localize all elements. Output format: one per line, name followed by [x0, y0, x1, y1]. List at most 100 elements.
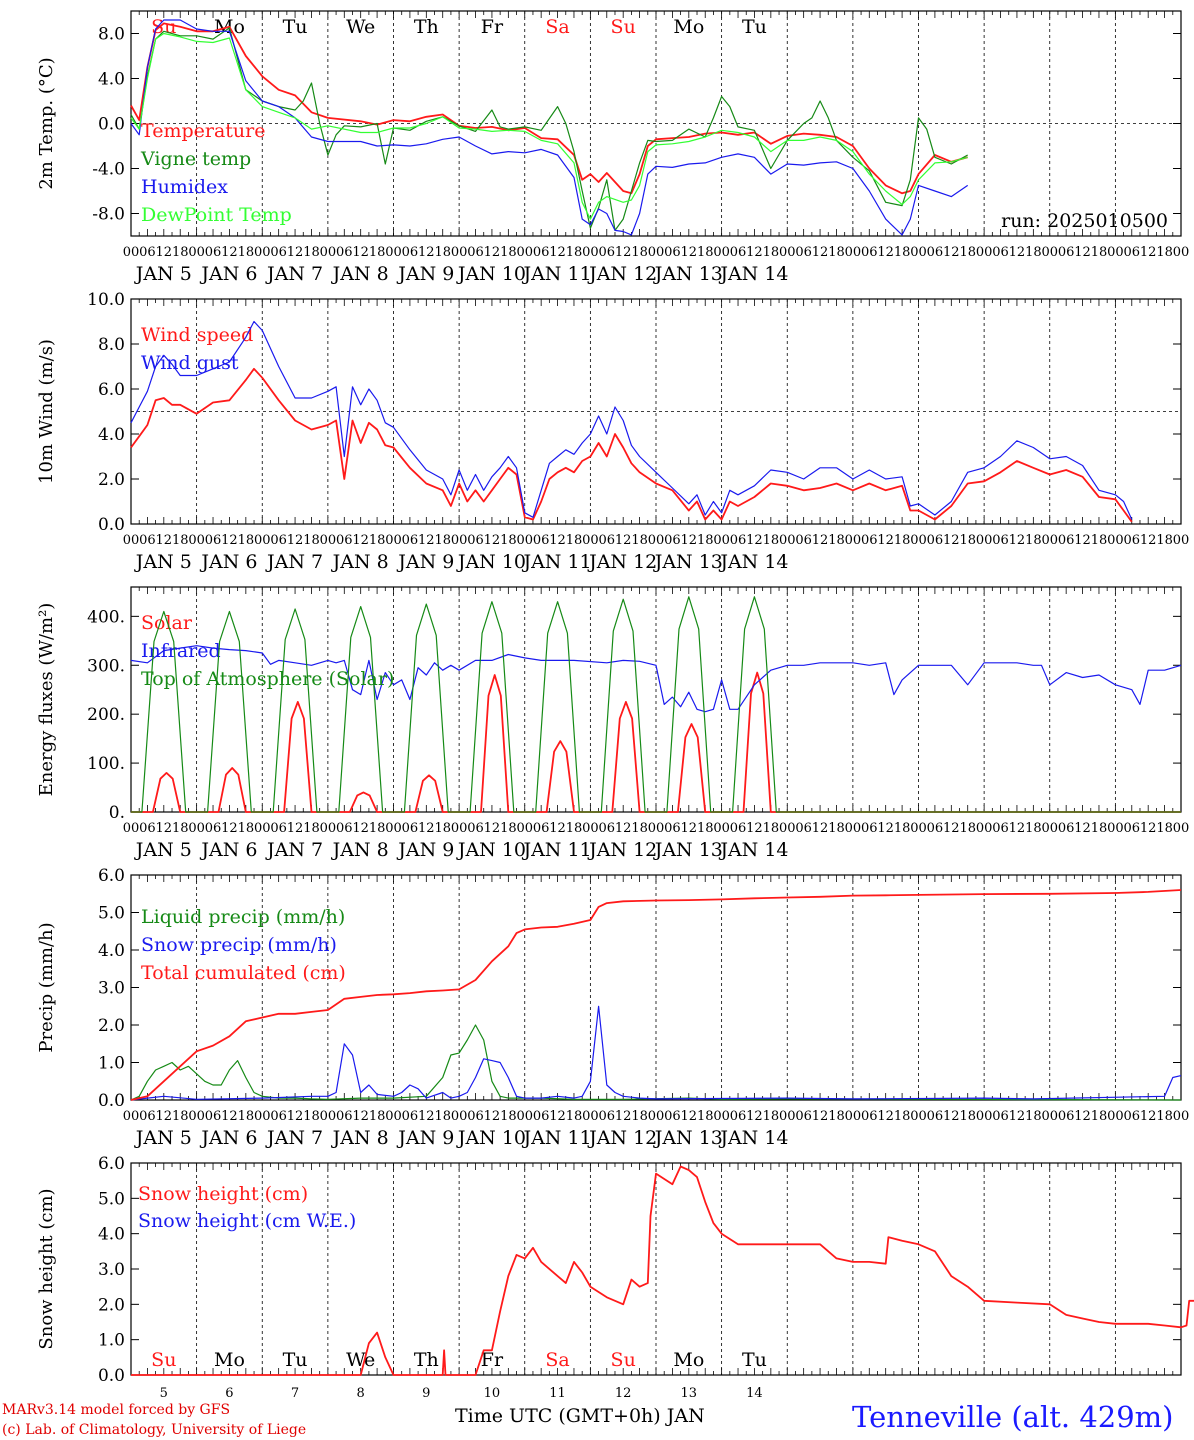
day-number-label: 6 [225, 1386, 233, 1401]
hour-tick-label: 06 [664, 821, 681, 836]
hour-tick-label: 06 [533, 821, 550, 836]
y-tick-label: 6.0 [98, 1154, 125, 1174]
hour-tick-label: 12 [812, 1109, 829, 1124]
hour-tick-label: 00 [779, 533, 796, 548]
hour-tick-label: 06 [927, 533, 944, 548]
hour-tick-label: 18 [500, 533, 517, 548]
hour-tick-label: 06 [1124, 245, 1141, 260]
hour-tick-label: 00 [320, 245, 337, 260]
hour-tick-label: 00 [320, 1109, 337, 1124]
hour-tick-label: 12 [287, 245, 304, 260]
hour-tick-label: 00 [1041, 1109, 1058, 1124]
hour-tick-label: 06 [599, 1109, 616, 1124]
day-name-label: Mo [214, 1349, 245, 1371]
hour-tick-label: 12 [1140, 245, 1157, 260]
y-tick-label: 0.0 [98, 515, 125, 535]
day-name-label: Th [414, 1349, 439, 1371]
date-label: JAN 11 [521, 263, 591, 285]
hour-tick-label: 12 [1140, 821, 1157, 836]
day-number-label: 12 [615, 1386, 632, 1401]
hour-tick-label: 00 [779, 1109, 796, 1124]
y-tick-label: 1.0 [98, 1054, 125, 1074]
hour-tick-label: 18 [959, 821, 976, 836]
hour-tick-label: 12 [352, 1109, 369, 1124]
series-line-blue [130, 645, 1182, 713]
hour-tick-label: 18 [1025, 821, 1042, 836]
hour-tick-label: 12 [615, 533, 632, 548]
hour-tick-label: 06 [139, 245, 156, 260]
date-label: JAN 10 [456, 263, 526, 285]
hour-tick-label: 12 [812, 821, 829, 836]
date-label: JAN 12 [587, 551, 657, 573]
hour-tick-label: 18 [959, 245, 976, 260]
date-label: JAN 12 [587, 1127, 657, 1149]
hour-tick-label: 18 [238, 533, 255, 548]
hour-tick-label: 18 [697, 1109, 714, 1124]
hour-tick-label: 00 [516, 1109, 533, 1124]
date-label: JAN 7 [265, 1127, 323, 1149]
hour-tick-label: 18 [631, 1109, 648, 1124]
hour-tick-label: 18 [631, 533, 648, 548]
y-tick-label: 200. [87, 705, 125, 725]
hour-tick-label: 12 [877, 1109, 894, 1124]
hour-tick-label: 12 [681, 245, 698, 260]
hour-tick-label: 18 [303, 533, 320, 548]
hour-tick-label: 18 [369, 1109, 386, 1124]
y-axis-label: Precip (mm/h) [36, 922, 57, 1052]
hour-tick-label: 06 [402, 245, 419, 260]
hour-tick-label: 00 [451, 533, 468, 548]
y-tick-label: 0.0 [98, 1091, 125, 1111]
hour-tick-label: 06 [336, 1109, 353, 1124]
hour-tick-label: 12 [418, 821, 435, 836]
date-label: JAN 5 [134, 263, 192, 285]
hour-tick-label: 00 [516, 821, 533, 836]
legend-label: Snow height (cm) [138, 1183, 308, 1205]
legend-label: Wind gust [141, 352, 239, 374]
hour-tick-label: 18 [894, 1109, 911, 1124]
date-label: JAN 8 [331, 263, 389, 285]
legend-label: Snow height (cm W.E.) [138, 1210, 356, 1232]
hour-tick-label: 00 [385, 1109, 402, 1124]
hour-tick-label: 18 [172, 533, 189, 548]
hour-tick-label: 12 [746, 1109, 763, 1124]
hour-tick-label: 00 [779, 821, 796, 836]
series-line-green [130, 27, 968, 231]
hour-tick-label: 06 [861, 245, 878, 260]
time-axis-label: Time UTC (GMT+0h) JAN [455, 1405, 705, 1427]
hour-tick-label: 18 [369, 533, 386, 548]
hour-tick-label: 06 [139, 821, 156, 836]
hour-tick-label: 18 [500, 245, 517, 260]
series-line-red [130, 367, 1133, 523]
hour-tick-label: 06 [336, 821, 353, 836]
y-tick-label: 5.0 [98, 904, 125, 924]
y-tick-label: 3.0 [98, 979, 125, 999]
hour-tick-label: 00 [582, 245, 599, 260]
run-annotation: run: 2025010500 [1001, 210, 1168, 232]
date-label: JAN 12 [587, 263, 657, 285]
hour-tick-label: 18 [828, 245, 845, 260]
y-tick-label: 5.0 [98, 1189, 125, 1209]
y-tick-label: 4.0 [98, 70, 125, 90]
y-axis-label: Energy fluxes (W/m²) [36, 603, 57, 797]
hour-tick-label: 18 [303, 821, 320, 836]
hour-tick-label: 00 [713, 533, 730, 548]
hour-tick-label: 18 [1025, 245, 1042, 260]
day-number-label: 7 [291, 1386, 299, 1401]
date-label: JAN 14 [718, 1127, 788, 1149]
hour-tick-label: 18 [369, 245, 386, 260]
date-label: JAN 9 [396, 1127, 454, 1149]
hour-tick-label: 18 [1156, 1109, 1173, 1124]
hour-tick-label: 00 [582, 821, 599, 836]
hour-tick-label: 12 [943, 821, 960, 836]
hour-tick-label: 06 [533, 245, 550, 260]
hour-tick-label: 00 [910, 245, 927, 260]
hour-tick-label: 00 [1173, 1109, 1190, 1124]
legend-label: Snow precip (mm/h) [141, 934, 337, 956]
hour-tick-label: 06 [336, 245, 353, 260]
date-label: JAN 6 [199, 839, 257, 861]
day-number-label: 10 [484, 1386, 501, 1401]
series-line-red [130, 889, 1182, 1101]
hour-tick-label: 18 [434, 821, 451, 836]
hour-tick-label: 18 [566, 245, 583, 260]
hour-tick-label: 18 [1091, 1109, 1108, 1124]
